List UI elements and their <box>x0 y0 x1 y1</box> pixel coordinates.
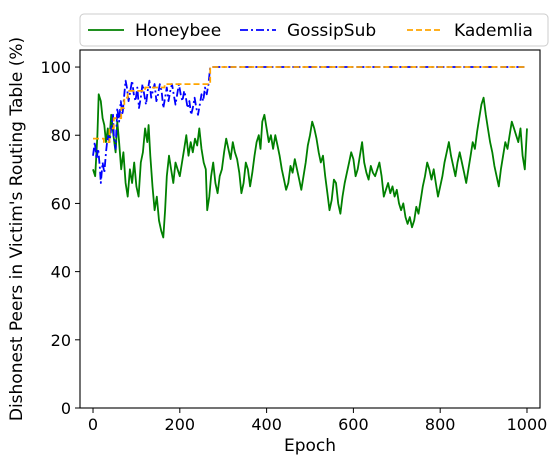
legend-label-gossipsub: GossipSub <box>287 21 376 41</box>
plot-frame <box>79 49 541 409</box>
series-line-honeybee <box>92 93 528 239</box>
x-tick-label: 800 <box>425 415 456 434</box>
series-line-gossipsub <box>92 66 527 184</box>
x-tick-label: 400 <box>251 415 282 434</box>
legend: Honeybee GossipSub Kademlia <box>79 13 549 47</box>
legend-label-kademlia: Kademlia <box>454 21 533 41</box>
y-tick-label: 0 <box>61 399 71 418</box>
plot-background <box>80 50 540 408</box>
x-tick-label: 0 <box>88 415 98 434</box>
x-tick-label: 600 <box>338 415 369 434</box>
y-tick-label: 40 <box>51 263 71 282</box>
series-line-kademlia <box>93 66 527 143</box>
x-tick-label: 200 <box>165 415 196 434</box>
y-tick-label: 80 <box>51 126 71 145</box>
y-tick-label: 20 <box>51 331 71 350</box>
legend-label-honeybee: Honeybee <box>135 21 221 41</box>
x-tick-label: 1000 <box>507 415 548 434</box>
y-tick-label: 60 <box>51 194 71 213</box>
series-layer <box>92 66 528 239</box>
y-tick-label: 100 <box>40 58 71 77</box>
x-axis-title: Epoch <box>284 436 336 456</box>
axes-layer: 0 200 400 600 800 1000 0 20 40 60 80 100 <box>40 49 548 434</box>
y-axis-title: Dishonest Peers in Victim's Routing Tabl… <box>7 37 27 421</box>
legend-box <box>79 13 549 47</box>
